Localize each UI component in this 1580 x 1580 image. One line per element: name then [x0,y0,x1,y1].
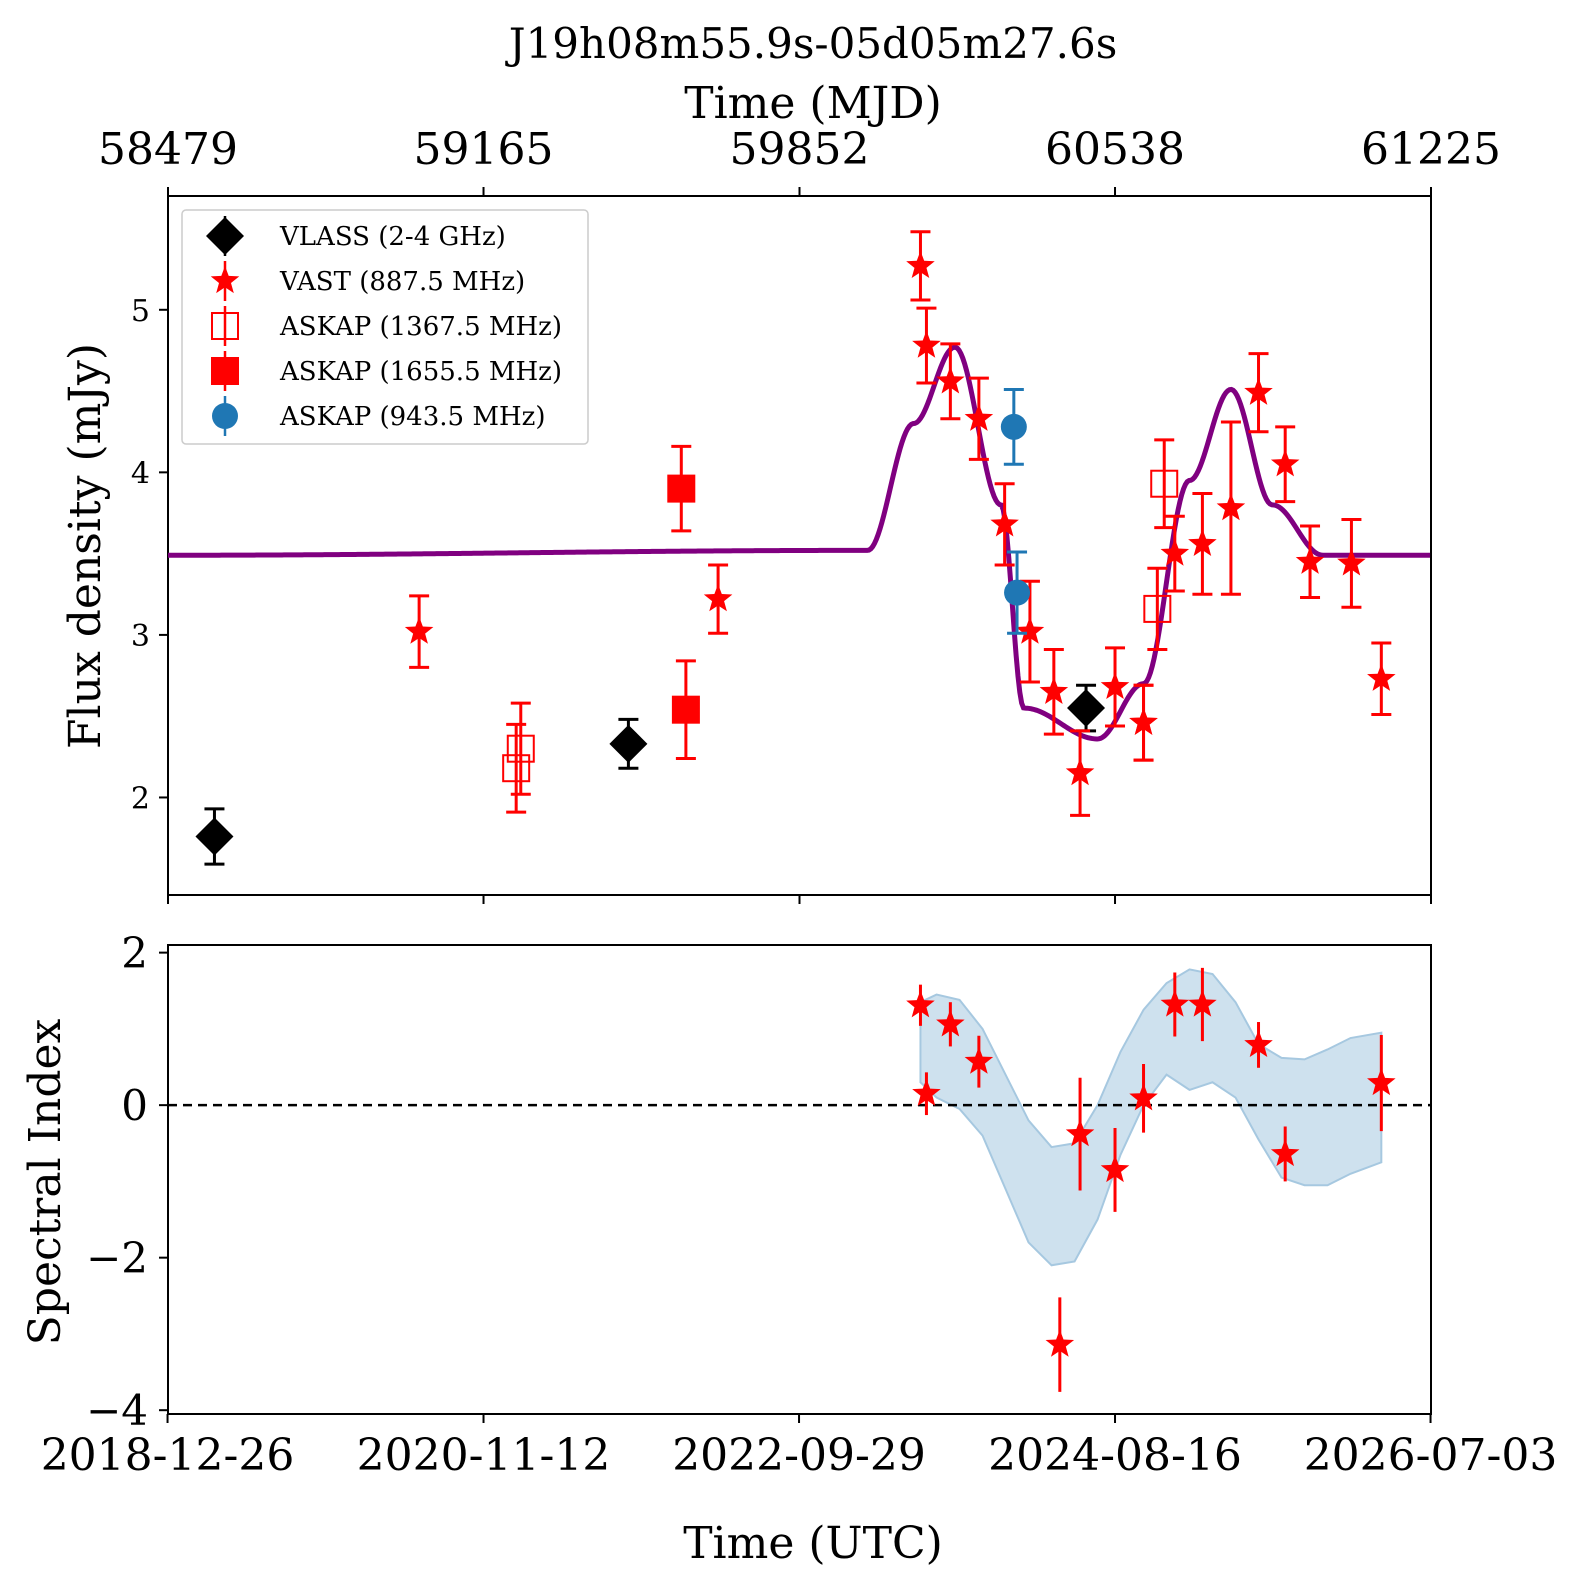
vast-point [912,330,941,358]
vast-point [936,366,965,394]
vast-point [1015,616,1045,644]
bottom-x-tick-label: 2024-08-16 [988,1430,1242,1481]
spectral-point [1045,1329,1075,1357]
flux-y-tick-label: 3 [131,619,150,654]
vast-point [990,509,1019,537]
bottom-x-tick-label: 2020-11-12 [357,1430,611,1481]
top-x-tick-label: 61225 [1361,124,1501,175]
vast-point [1367,663,1396,691]
spectral-point [1129,1083,1158,1111]
spectral-point [912,1078,941,1106]
spectral-index-panel: 2018-12-26 2020-11-12 2022-09-29 2024-08-16… [41,929,1558,1481]
vast-point [906,250,935,279]
spectral-y-tick-label: 0 [121,1081,148,1130]
legend: VLASS (2-4 GHz) VAST (887.5 MHz) ASKAP (13… [181,209,589,445]
vast-point [1039,676,1069,704]
vast-point [703,584,733,612]
bottom-y-axis-label: Spectral Index [20,1018,71,1345]
spectral-y-tick-label: −4 [86,1386,148,1435]
top-x-tick-label: 59852 [730,124,870,175]
askap1655-point [671,695,700,724]
bottom-x-tick-label: 2022-09-29 [672,1430,926,1481]
spectral-y-tick-label: 2 [121,929,148,978]
askap943-point [1000,413,1027,440]
spectral-point [1270,1138,1300,1167]
askap1367-point [502,754,531,783]
vlass-point [195,817,234,856]
flux-y-tick-label: 4 [131,456,150,491]
vast-point [1270,449,1300,477]
top-x-tick-label: 58479 [98,124,238,175]
top-x-tick-label: 60538 [1045,124,1185,175]
vlass-point [1067,689,1106,728]
legend-marker-askap1655 [211,357,239,385]
legend-box [181,209,589,445]
legend-label: VLASS (2-4 GHz) [279,222,506,252]
flux-panel: 58479 59165 59852 60538 61225 2 3 4 5 [98,124,1501,904]
vast-point [1244,377,1273,405]
spectral-point [1160,989,1190,1017]
legend-marker-askap1367 [211,312,239,340]
vast-point [964,403,994,431]
top-x-axis-label: Time (MJD) [684,78,941,129]
vlass-point [609,724,648,763]
vast-point [1295,546,1325,574]
spectral-point [1100,1154,1130,1183]
askap1367-point [1143,594,1172,623]
vast-point [404,616,434,644]
flux-y-tick-label: 2 [131,781,150,816]
top-x-tick-label: 59165 [414,124,554,175]
vast-point [1065,758,1095,786]
legend-marker-vlass [206,217,244,255]
top-y-axis-label: Flux density (mJy) [60,343,111,749]
chart-title: J19h08m55.9s-05d05m27.6s [505,19,1118,68]
vast-point [1188,528,1217,557]
spectral-point [1188,989,1217,1017]
vast-point [1129,707,1158,735]
flux-y-tick-label: 5 [131,294,150,329]
spectral-point [964,1046,994,1074]
vast-point [1100,671,1130,700]
askap1367-point [1150,469,1179,498]
vast-point [1337,548,1366,576]
legend-marker-vast [210,266,240,294]
bottom-x-tick-label: 2026-07-03 [1304,1430,1558,1481]
spectral-point [1065,1119,1095,1147]
spectral-point [936,1009,965,1037]
vast-point [1160,538,1190,566]
legend-label: ASKAP (1367.5 MHz) [279,312,562,342]
legend-label: VAST (887.5 MHz) [279,267,525,297]
bottom-x-tick-label: 2018-12-26 [41,1430,295,1481]
vast-point [1216,493,1246,521]
spectral-index-band [919,968,1383,1267]
spectral-point [1367,1068,1396,1096]
model-curve [168,344,1431,742]
legend-label: ASKAP (1655.5 MHz) [279,357,562,387]
legend-marker-askap943 [212,403,238,429]
spectral-y-tick-label: −2 [86,1234,148,1283]
askap943-point [1004,579,1031,606]
bottom-x-axis-label: Time (UTC) [683,1518,943,1569]
spectral-point [1244,1029,1273,1058]
askap1367-point [506,734,535,763]
legend-label: ASKAP (943.5 MHz) [279,402,545,432]
askap1655-point [667,474,696,503]
spectral-point [906,990,935,1018]
